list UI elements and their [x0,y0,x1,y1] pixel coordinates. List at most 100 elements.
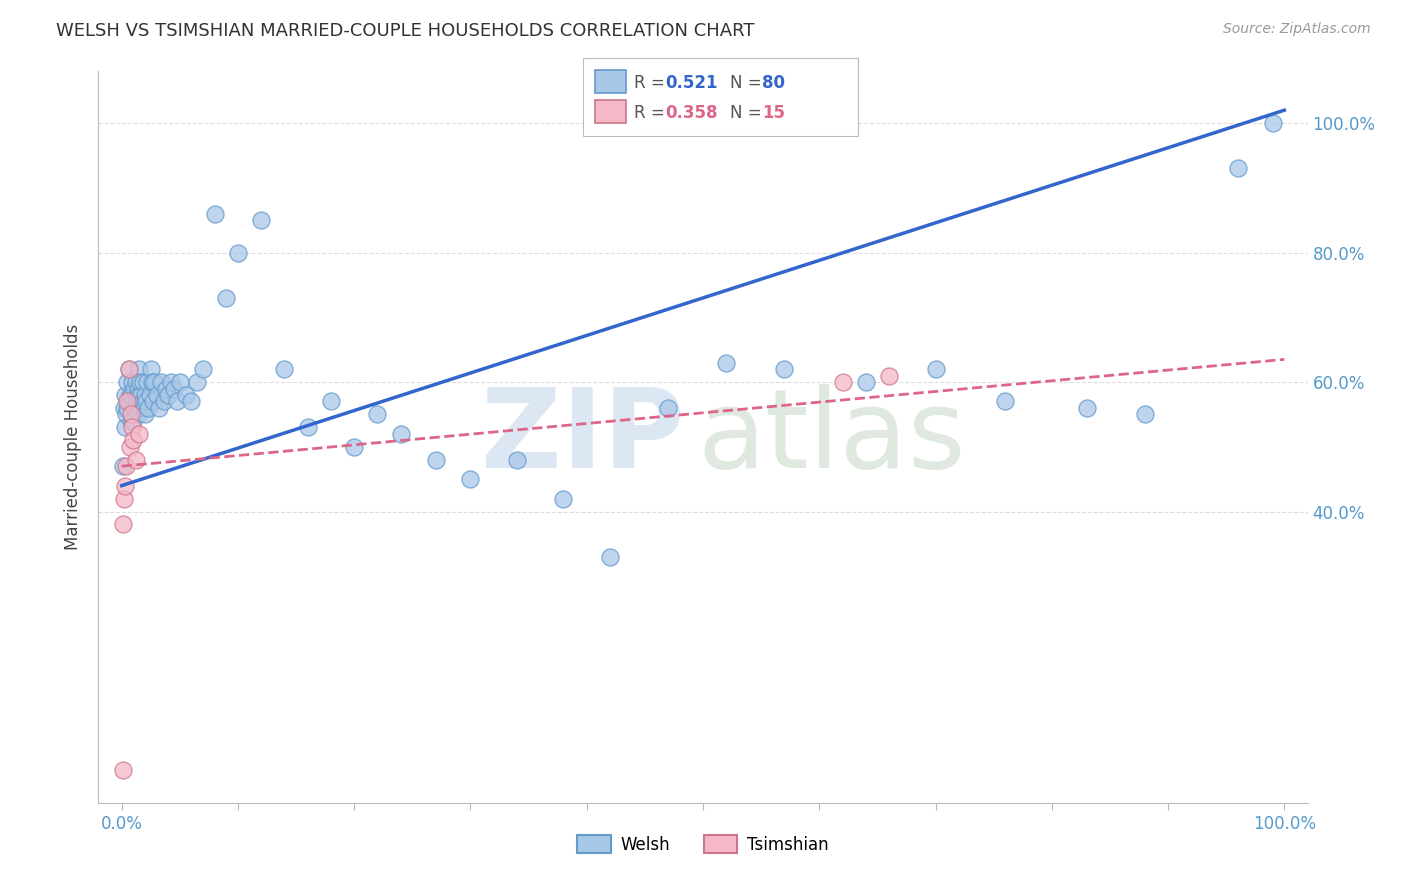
Point [1261,116,1284,130]
Point [994,394,1017,409]
Point [297,420,319,434]
Point [150,375,173,389]
Point [877,368,900,383]
Text: N =: N = [730,104,766,122]
Point [148,401,170,415]
Point [163,382,186,396]
Text: ZIP: ZIP [481,384,685,491]
Point [124,382,146,396]
Text: 80: 80 [762,74,785,92]
Point [118,362,141,376]
Point [157,388,180,402]
Point [124,401,146,415]
Point [118,440,141,454]
Point [460,472,482,486]
Point [124,375,146,389]
Point [125,401,148,415]
Point [174,388,197,402]
Point [122,434,145,448]
Point [117,401,139,415]
Point [115,408,138,422]
Point [131,394,153,409]
Point [1226,161,1249,176]
Point [124,394,146,409]
Point [122,394,145,409]
Point [389,426,412,441]
Point [111,459,134,474]
Point [124,452,146,467]
Point [121,375,143,389]
Point [506,452,529,467]
Point [143,375,166,389]
Point [924,362,946,376]
Point [141,375,163,389]
Point [166,394,188,409]
Point [155,382,177,396]
Point [553,491,575,506]
Point [114,420,136,434]
Point [1076,401,1098,415]
Point [136,375,159,389]
Point [142,394,165,409]
Point [129,401,152,415]
Point [343,440,366,454]
Point [121,420,143,434]
Text: atlas: atlas [697,384,966,491]
Point [169,375,191,389]
Point [145,388,167,402]
Y-axis label: Married-couple Households: Married-couple Households [65,324,83,550]
Point [139,362,162,376]
Text: 0.521: 0.521 [665,74,717,92]
Point [125,388,148,402]
Point [319,394,342,409]
Point [120,388,142,402]
Text: N =: N = [730,74,766,92]
Point [215,291,238,305]
Point [366,408,388,422]
Point [204,207,226,221]
Text: R =: R = [634,74,671,92]
Point [131,388,153,402]
Point [120,414,142,428]
Point [114,478,136,492]
Point [128,388,150,402]
Point [273,362,295,376]
Text: 0.358: 0.358 [665,104,717,122]
Point [152,394,174,409]
Point [131,375,153,389]
Point [114,388,136,402]
Point [112,401,135,415]
Text: 15: 15 [762,104,785,122]
Point [831,375,853,389]
Point [111,764,134,778]
Text: Source: ZipAtlas.com: Source: ZipAtlas.com [1223,22,1371,37]
Point [135,394,157,409]
Point [186,375,208,389]
Point [855,375,877,389]
Point [120,408,142,422]
Point [115,459,138,474]
Point [111,517,134,532]
Point [425,452,447,467]
Legend: Welsh, Tsimshian: Welsh, Tsimshian [571,829,835,860]
Point [118,362,141,376]
Point [1133,408,1156,422]
Point [226,245,249,260]
Point [599,549,621,564]
Text: WELSH VS TSIMSHIAN MARRIED-COUPLE HOUSEHOLDS CORRELATION CHART: WELSH VS TSIMSHIAN MARRIED-COUPLE HOUSEH… [56,22,755,40]
Point [128,362,150,376]
Point [716,356,738,370]
Point [180,394,202,409]
Point [112,491,135,506]
Point [773,362,796,376]
Point [122,414,145,428]
Point [118,388,141,402]
Point [657,401,679,415]
Point [134,388,156,402]
Point [191,362,214,376]
Point [128,426,150,441]
Point [132,401,155,415]
Point [127,382,149,396]
Point [117,375,139,389]
Text: R =: R = [634,104,671,122]
